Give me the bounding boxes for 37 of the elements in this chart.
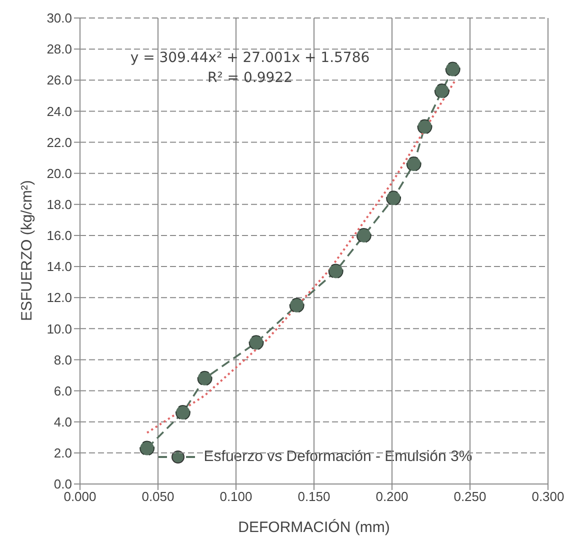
y-tick-label: 28.0 bbox=[46, 42, 72, 57]
point bbox=[417, 119, 432, 134]
y-tick-label: 26.0 bbox=[46, 72, 72, 88]
y-tick-label: 6.0 bbox=[54, 383, 72, 398]
point bbox=[140, 440, 155, 456]
y-tick-label: 10.0 bbox=[46, 321, 72, 336]
point bbox=[197, 370, 212, 386]
point bbox=[328, 264, 344, 279]
point bbox=[445, 62, 460, 77]
point bbox=[434, 84, 450, 99]
y-tick-label: 24.0 bbox=[46, 104, 72, 119]
y-tick-label: 2.0 bbox=[54, 446, 72, 461]
x-tick-label: 0.200 bbox=[376, 489, 408, 504]
point bbox=[386, 190, 402, 206]
x-tick-label: 0.150 bbox=[298, 489, 330, 504]
y-tick-label: 14.0 bbox=[46, 259, 72, 274]
y-tick-label: 8.0 bbox=[54, 352, 72, 368]
point bbox=[175, 405, 190, 420]
y-axis-title: ESFUERZO (kg/cm²) bbox=[18, 180, 36, 321]
y-tick-label: 16.0 bbox=[46, 228, 72, 244]
x-axis-title: DEFORMACIÓN (mm) bbox=[238, 518, 390, 536]
y-tick-label: 0.0 bbox=[54, 476, 72, 492]
y-tick-label: 22.0 bbox=[46, 134, 72, 150]
y-tick-label: 12.0 bbox=[46, 290, 72, 306]
point bbox=[248, 335, 264, 350]
y-tick-label: 20.0 bbox=[46, 166, 72, 181]
y-tick-label: 18.0 bbox=[46, 197, 72, 212]
x-tick-label: 0.250 bbox=[454, 489, 486, 504]
x-tick-label: 0.000 bbox=[64, 489, 96, 504]
y-tick-label: 4.0 bbox=[54, 414, 72, 430]
point bbox=[406, 156, 422, 172]
x-tick-label: 0.050 bbox=[142, 489, 174, 504]
x-tick-label: 0.100 bbox=[220, 489, 252, 504]
point bbox=[356, 228, 372, 243]
point bbox=[289, 298, 304, 313]
y-tick-label: 30.0 bbox=[46, 10, 72, 26]
x-tick-label: 0.300 bbox=[532, 489, 564, 504]
